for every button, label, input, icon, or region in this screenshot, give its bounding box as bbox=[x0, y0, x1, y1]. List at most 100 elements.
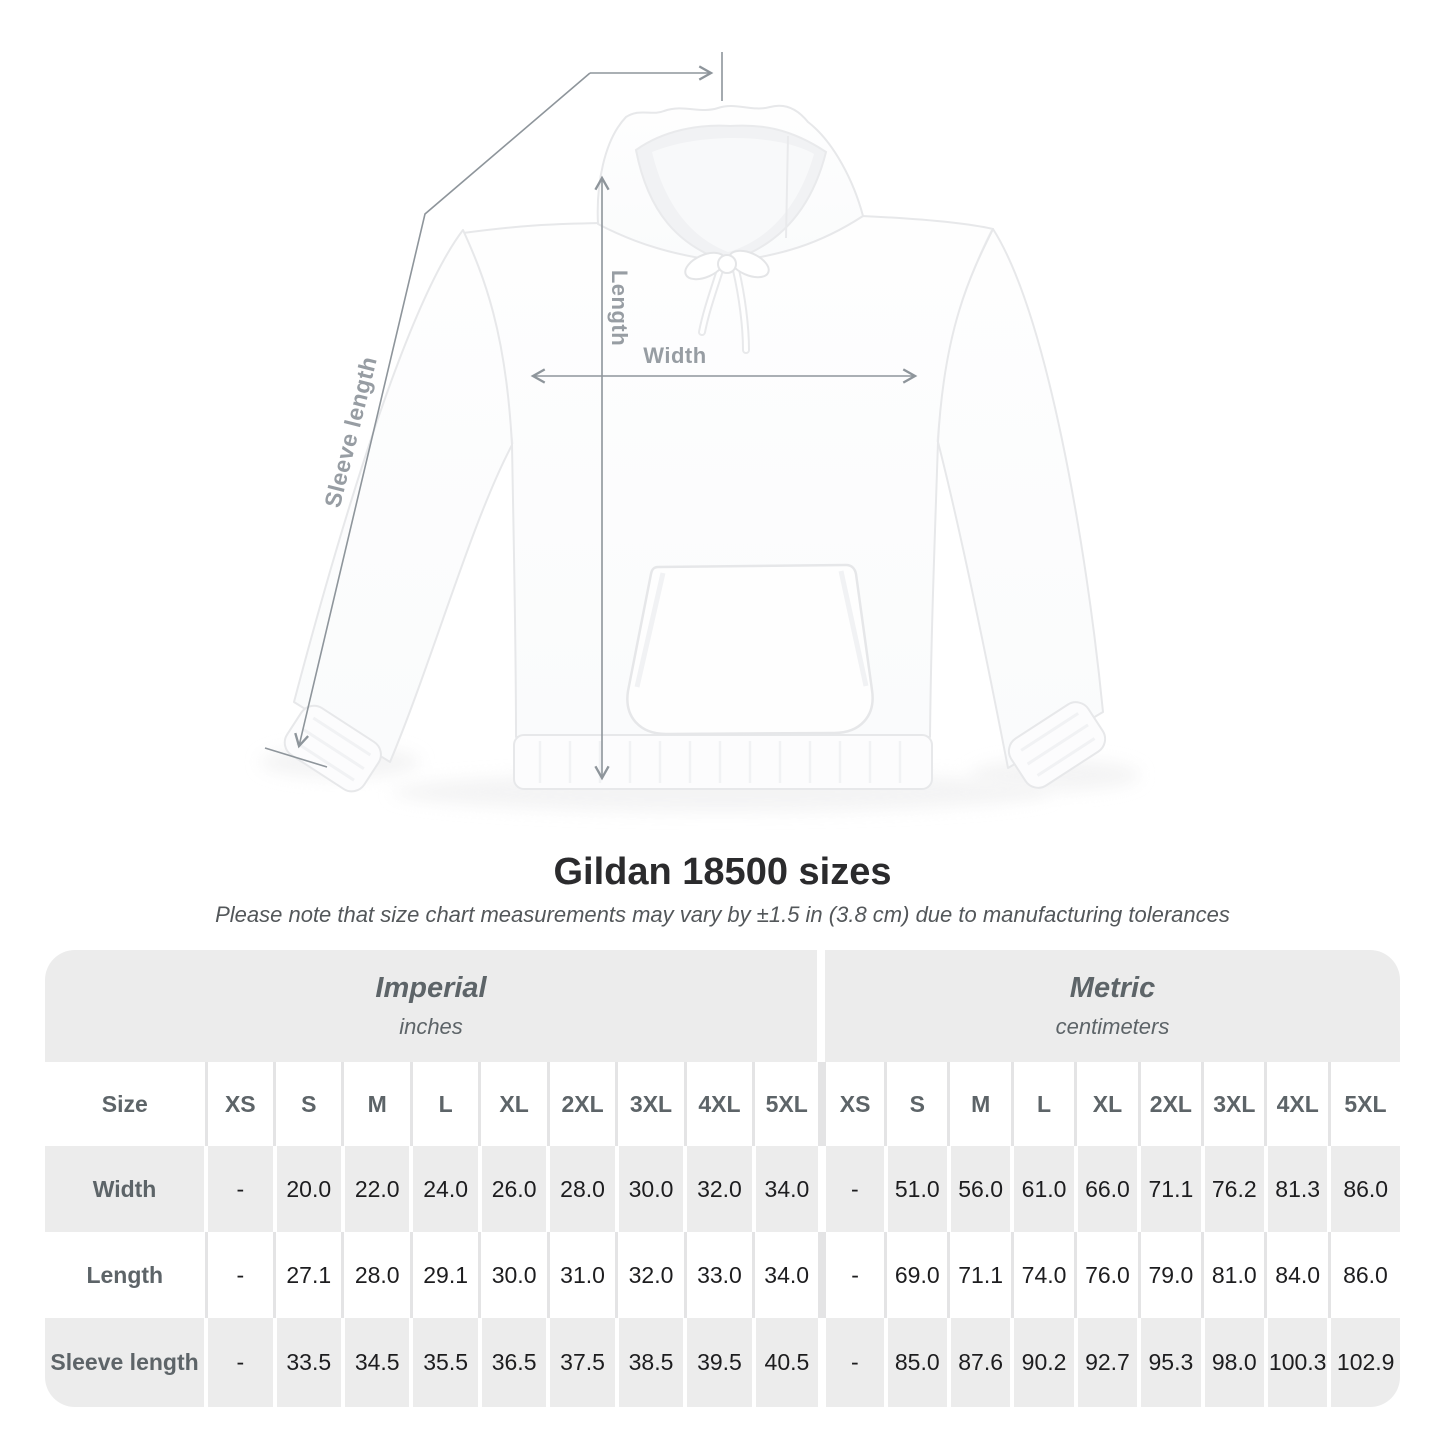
size-header-cell: Size bbox=[45, 1062, 207, 1146]
metric-value-cell: 69.0 bbox=[884, 1232, 949, 1318]
length-label: Length bbox=[607, 269, 632, 347]
sizes-header-row: Size XS S M L XL 2XL 3XL 4XL 5XL XS S M L XL 2XL 3XL 4XL 5… bbox=[45, 1062, 1400, 1146]
metric-value-cell: 100.3 bbox=[1263, 1318, 1330, 1407]
imperial-value-cell: 22.0 bbox=[340, 1146, 412, 1232]
metric-value-cell: 85.0 bbox=[883, 1318, 949, 1407]
metric-size-header: 4XL bbox=[1264, 1062, 1330, 1146]
left-sleeve bbox=[293, 229, 513, 763]
pocket-left-opening bbox=[634, 572, 666, 688]
imperial-value-cell: - bbox=[204, 1318, 275, 1407]
imperial-value-cell: 34.0 bbox=[752, 1232, 823, 1318]
imperial-value-cell: 39.5 bbox=[683, 1318, 754, 1407]
hem-band bbox=[513, 734, 933, 790]
imperial-value-cell: 29.1 bbox=[409, 1232, 480, 1318]
imperial-value-cell: - bbox=[204, 1232, 275, 1318]
group-divider bbox=[817, 950, 825, 1062]
imperial-value-cell: 34.5 bbox=[340, 1318, 412, 1407]
metric-value-cell: - bbox=[818, 1146, 886, 1232]
imperial-size-header: 2XL bbox=[546, 1062, 617, 1146]
sleeve-end-tick bbox=[264, 747, 328, 768]
metric-size-header: XS bbox=[818, 1062, 886, 1146]
imperial-value-cell: 40.5 bbox=[751, 1318, 823, 1407]
imperial-value-cell: 35.5 bbox=[409, 1318, 480, 1407]
metric-value-cell: 56.0 bbox=[946, 1146, 1013, 1232]
metric-size-header: 5XL bbox=[1327, 1062, 1400, 1146]
metric-value-cell: 87.6 bbox=[946, 1318, 1013, 1407]
metric-value-cell: 71.1 bbox=[1137, 1146, 1203, 1232]
right-cuff bbox=[1007, 701, 1107, 789]
imperial-group-unit: inches bbox=[399, 1014, 463, 1039]
metric-value-cell: 81.3 bbox=[1263, 1146, 1330, 1232]
imperial-value-cell: 24.0 bbox=[409, 1146, 480, 1232]
imperial-group-header: Imperial inches bbox=[45, 950, 817, 1062]
imperial-size-header: M bbox=[341, 1062, 412, 1146]
imperial-value-cell: 20.0 bbox=[272, 1146, 343, 1232]
measurement-row: Width -20.0 22.0 24.0 26.0 28.0 30.0 32.0 34.0-5… bbox=[45, 1146, 1400, 1232]
imperial-size-header: XS bbox=[204, 1062, 275, 1146]
imperial-value-cell: 38.5 bbox=[614, 1318, 686, 1407]
imperial-size-header: 4XL bbox=[683, 1062, 754, 1146]
drawstring-bow bbox=[684, 249, 770, 354]
imperial-value-cell: 37.5 bbox=[546, 1318, 617, 1407]
imperial-value-cell: 31.0 bbox=[546, 1232, 617, 1318]
page-title: Gildan 18500 sizes bbox=[553, 851, 892, 893]
imperial-size-header: S bbox=[273, 1062, 343, 1146]
imperial-size-header: XL bbox=[478, 1062, 549, 1146]
metric-size-header: M bbox=[947, 1062, 1013, 1146]
imperial-value-cell: 30.0 bbox=[614, 1146, 686, 1232]
metric-value-cell: 102.9 bbox=[1327, 1318, 1400, 1407]
tolerance-note: Please note that size chart measurements… bbox=[215, 902, 1230, 927]
metric-value-cell: 92.7 bbox=[1073, 1318, 1140, 1407]
hood-back-panel bbox=[652, 137, 814, 252]
metric-value-cell: 66.0 bbox=[1073, 1146, 1140, 1232]
metric-value-cell: 51.0 bbox=[883, 1146, 949, 1232]
row-label-cell: Sleeve length bbox=[45, 1318, 207, 1407]
imperial-value-cell: - bbox=[204, 1146, 275, 1232]
hoodie-illustration bbox=[260, 52, 1140, 812]
imperial-value-cell: 28.0 bbox=[341, 1232, 412, 1318]
metric-size-header: 2XL bbox=[1137, 1062, 1203, 1146]
size-table: Size XS S M L XL 2XL 3XL 4XL 5XL XS S M L XL 2XL 3XL 4XL 5… bbox=[45, 1062, 1400, 1407]
metric-size-header: 3XL bbox=[1201, 1062, 1266, 1146]
metric-value-cell: - bbox=[818, 1232, 886, 1318]
garment-diagram: Length Width Sleeve length bbox=[260, 52, 1140, 812]
metric-group-name: Metric bbox=[1069, 972, 1156, 1004]
metric-value-cell: 90.2 bbox=[1010, 1318, 1076, 1407]
imperial-value-cell: 27.1 bbox=[273, 1232, 343, 1318]
metric-group-unit: centimeters bbox=[1055, 1014, 1170, 1039]
metric-value-cell: 61.0 bbox=[1010, 1146, 1076, 1232]
imperial-value-cell: 26.0 bbox=[477, 1146, 549, 1232]
metric-value-cell: 79.0 bbox=[1137, 1232, 1203, 1318]
row-label-cell: Width bbox=[45, 1146, 207, 1232]
right-sleeve bbox=[937, 228, 1104, 769]
row-label-cell: Length bbox=[45, 1232, 207, 1318]
imperial-value-cell: 32.0 bbox=[615, 1232, 686, 1318]
metric-value-cell: 76.2 bbox=[1200, 1146, 1266, 1232]
metric-group-header: Metric centimeters bbox=[825, 950, 1400, 1062]
pocket-right-opening bbox=[838, 570, 869, 687]
metric-value-cell: 76.0 bbox=[1074, 1232, 1140, 1318]
measurement-row: Sleeve length -33.5 34.5 35.5 36.5 37.5 38.5 39… bbox=[45, 1318, 1400, 1407]
imperial-value-cell: 32.0 bbox=[683, 1146, 754, 1232]
size-table-panel: Imperial inches Metric centimeters Size X… bbox=[45, 950, 1400, 1407]
metric-value-cell: 71.1 bbox=[947, 1232, 1013, 1318]
left-cuff bbox=[283, 704, 382, 793]
metric-value-cell: 84.0 bbox=[1264, 1232, 1330, 1318]
metric-value-cell: - bbox=[818, 1318, 886, 1407]
imperial-value-cell: 30.0 bbox=[478, 1232, 549, 1318]
metric-value-cell: 86.0 bbox=[1327, 1146, 1400, 1232]
metric-value-cell: 95.3 bbox=[1137, 1318, 1203, 1407]
metric-size-header: L bbox=[1010, 1062, 1076, 1146]
metric-size-header: XL bbox=[1074, 1062, 1140, 1146]
measurement-row: Length -27.1 28.0 29.1 30.0 31.0 32.0 33.0 34.0-… bbox=[45, 1232, 1400, 1318]
imperial-value-cell: 28.0 bbox=[546, 1146, 617, 1232]
kangaroo-pocket bbox=[626, 563, 874, 736]
imperial-value-cell: 33.0 bbox=[683, 1232, 754, 1318]
table-body: Size XS S M L XL 2XL 3XL 4XL 5XL XS S M L XL 2XL 3XL 4XL 5… bbox=[45, 1062, 1400, 1407]
imperial-value-cell: 36.5 bbox=[477, 1318, 549, 1407]
imperial-size-header: 3XL bbox=[615, 1062, 686, 1146]
metric-value-cell: 98.0 bbox=[1200, 1318, 1266, 1407]
imperial-value-cell: 33.5 bbox=[272, 1318, 343, 1407]
sleeve-diagonal-arrow bbox=[294, 72, 591, 749]
